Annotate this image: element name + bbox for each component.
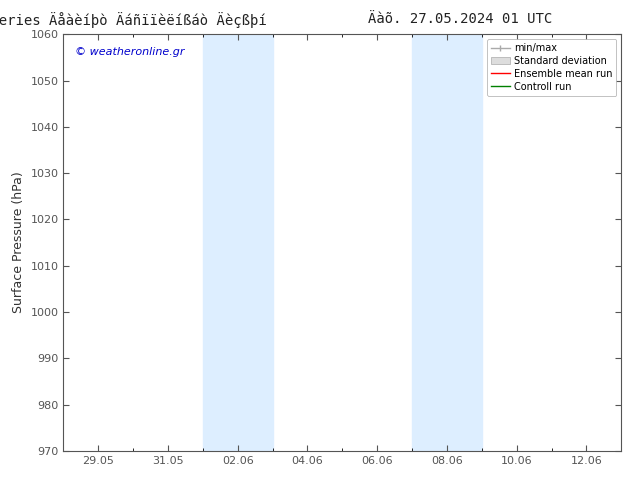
Bar	[412, 34, 447, 451]
Text: Äàõ. 27.05.2024 01 UTC: Äàõ. 27.05.2024 01 UTC	[368, 12, 552, 26]
Text: ENS Time Series Äåàèíþò Äáñïïèëíßáò Äèçßþí: ENS Time Series Äåàèíþò Äáñïïèëíßáò Äèçß…	[0, 12, 266, 28]
Bar	[447, 34, 482, 451]
Legend: min/max, Standard deviation, Ensemble mean run, Controll run: min/max, Standard deviation, Ensemble me…	[487, 39, 616, 96]
Bar	[203, 34, 238, 451]
Text: © weatheronline.gr: © weatheronline.gr	[75, 47, 184, 57]
Bar	[238, 34, 273, 451]
Y-axis label: Surface Pressure (hPa): Surface Pressure (hPa)	[12, 172, 25, 314]
